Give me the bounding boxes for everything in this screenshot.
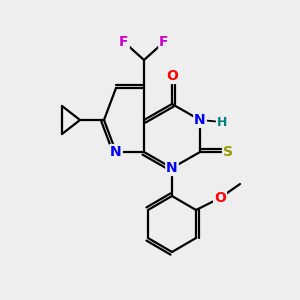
Text: O: O [166,69,178,83]
Text: N: N [110,145,122,159]
Text: N: N [166,161,178,175]
Text: H: H [217,116,227,128]
Text: F: F [159,35,169,49]
Text: F: F [119,35,129,49]
Text: S: S [223,145,233,159]
Text: O: O [214,191,226,205]
Text: N: N [194,113,206,127]
